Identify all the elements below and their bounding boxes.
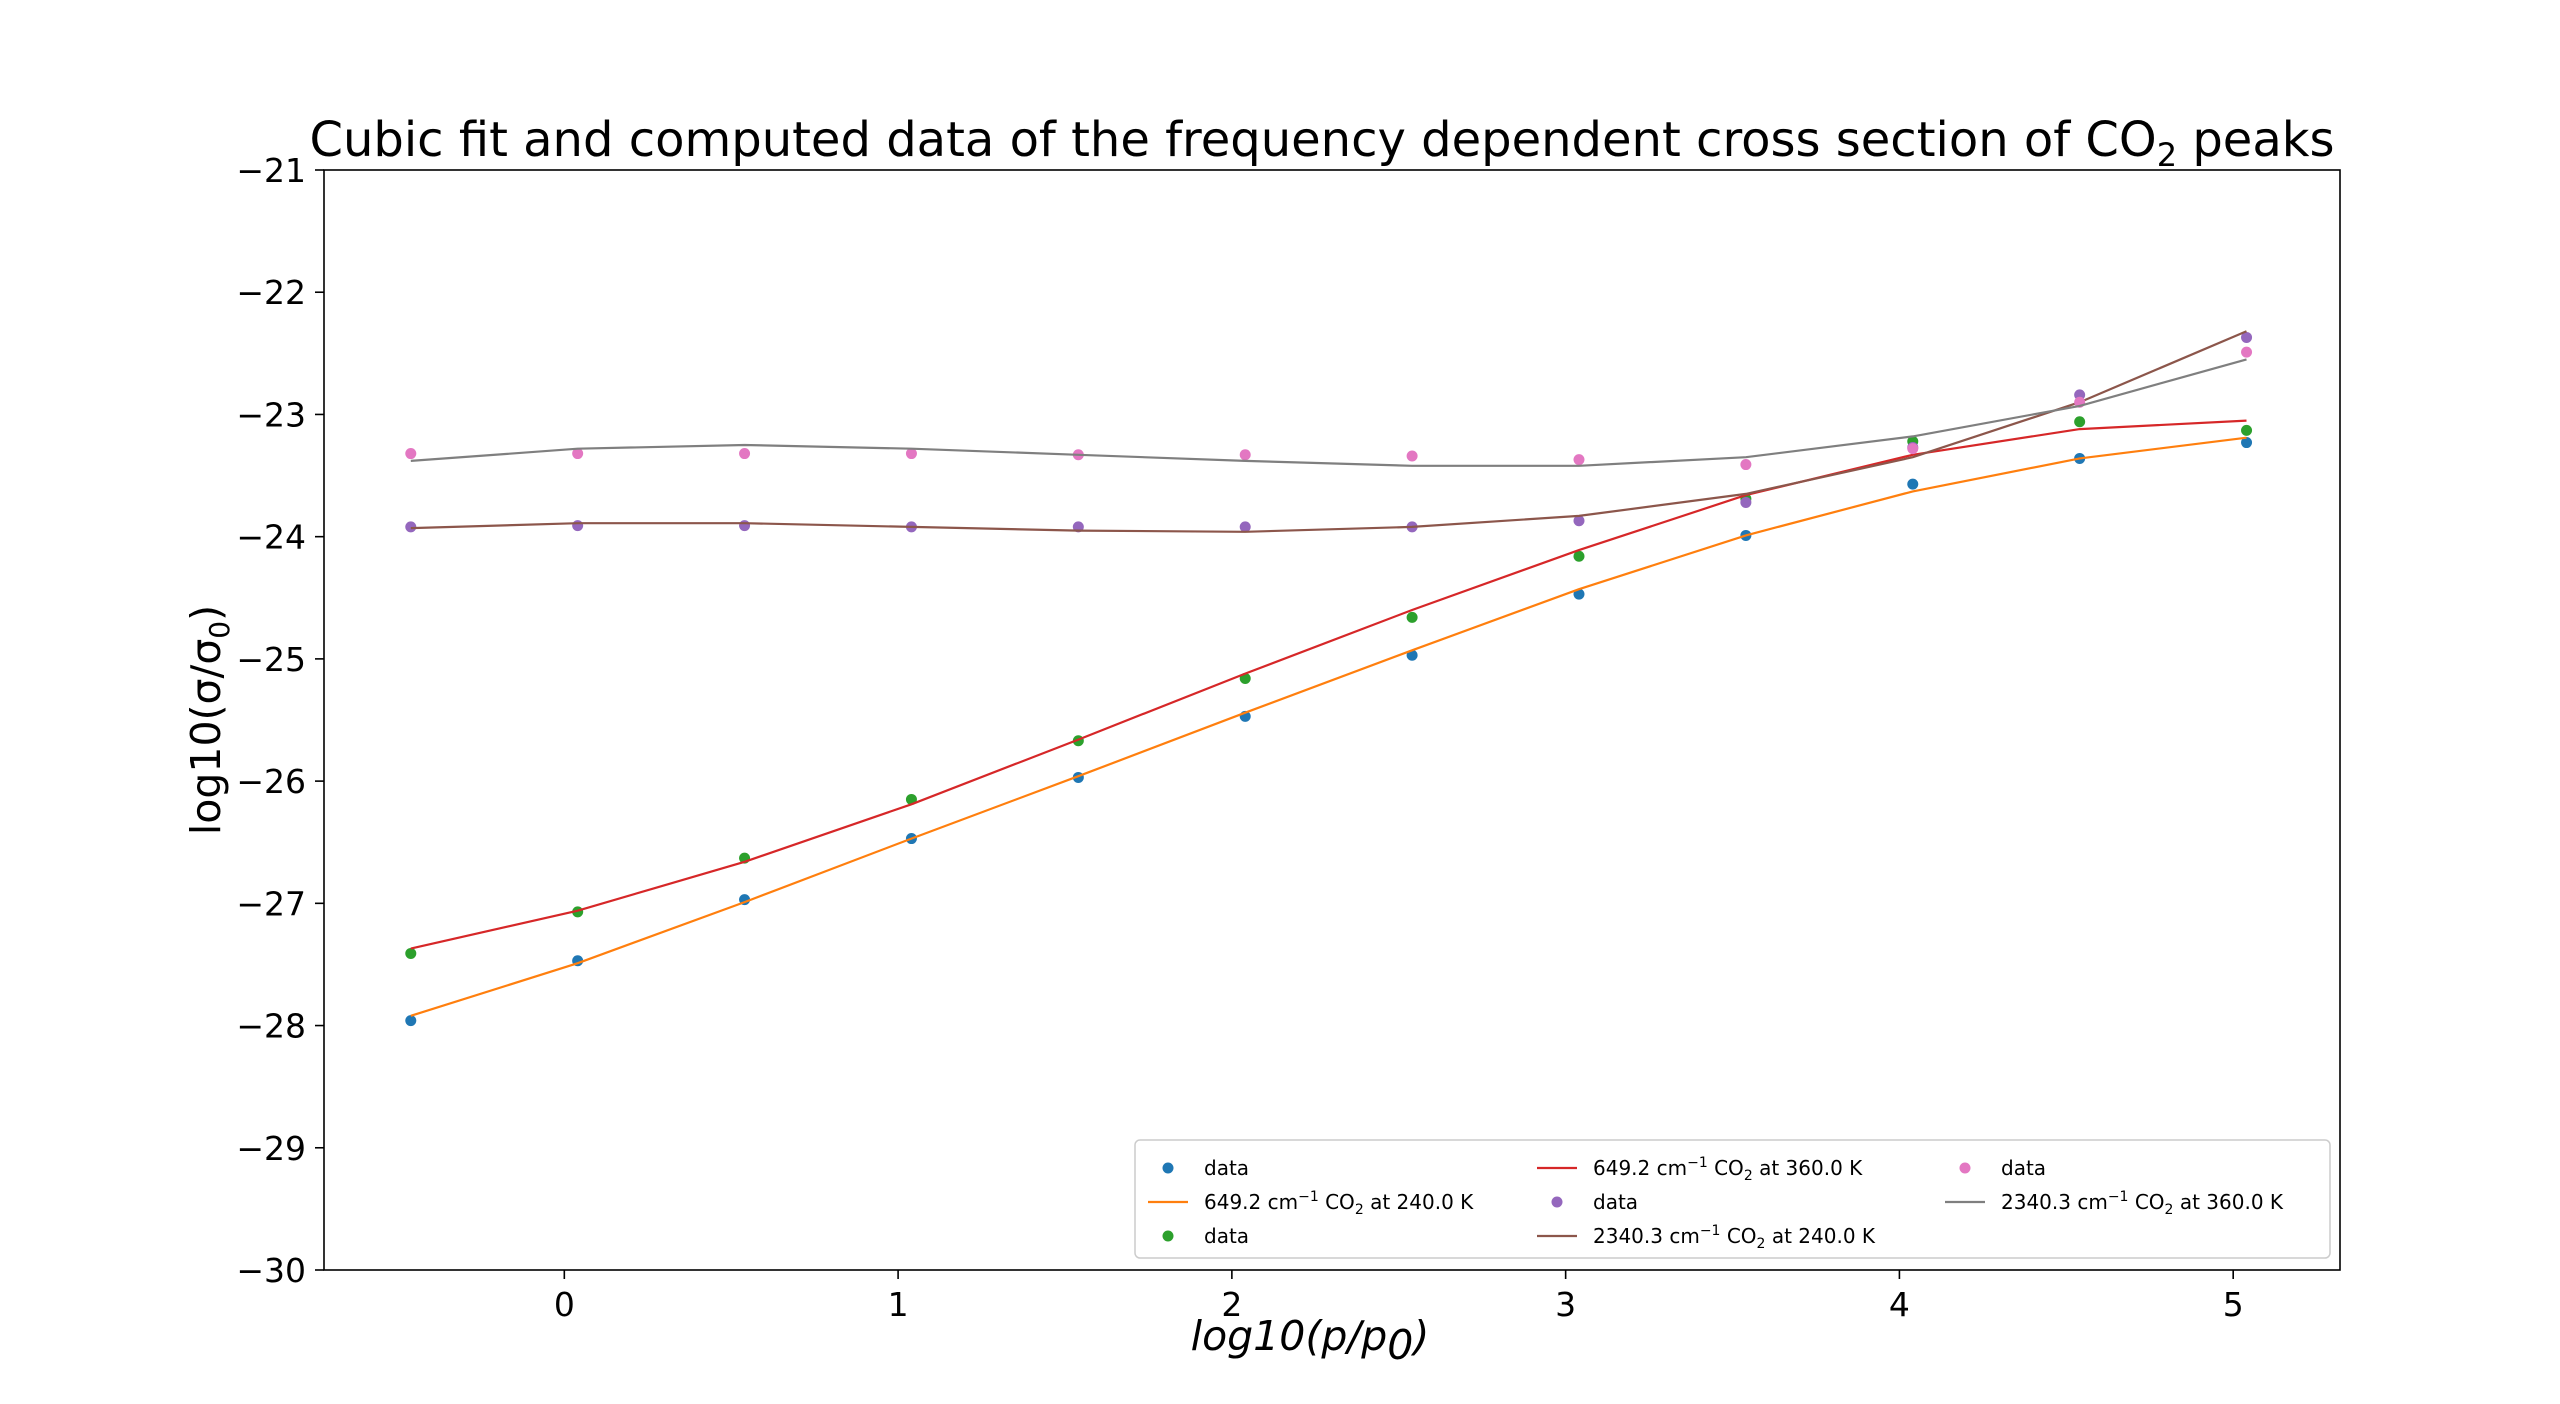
data-point-series-4	[2241, 331, 2253, 343]
y-tick-label: −30	[236, 1251, 306, 1290]
data-point-series-2	[2074, 416, 2086, 428]
legend-frame	[1134, 1139, 2331, 1259]
x-axis-label: log10(p/p0)	[1191, 1312, 1430, 1369]
data-point-series-0	[2241, 437, 2253, 449]
x-tick-label: 0	[554, 1285, 575, 1324]
y-tick-label: −23	[236, 395, 306, 434]
x-tick-label: 3	[1555, 1285, 1576, 1324]
data-point-series-6	[1406, 450, 1418, 462]
data-point-series-0	[405, 1015, 417, 1027]
legend-label: 649.2 cm−1 CO2 at 360.0 K	[1593, 1155, 1863, 1184]
legend-label: 649.2 cm−1 CO2 at 240.0 K	[1204, 1189, 1474, 1218]
data-point-series-2	[405, 947, 417, 959]
data-point-series-6	[1573, 454, 1585, 466]
chart-title: Cubic fit and computed data of the frequ…	[309, 112, 2334, 174]
data-point-series-6	[405, 448, 417, 460]
y-axis-label: log10(σ/σ0)	[182, 605, 236, 835]
x-tick-label: 1	[888, 1285, 909, 1324]
data-point-series-6	[2241, 346, 2253, 358]
y-tick-label: −28	[236, 1007, 306, 1046]
data-point-series-4	[1573, 515, 1585, 527]
legend-label: 2340.3 cm−1 CO2 at 240.0 K	[1593, 1223, 1876, 1252]
data-point-series-4	[572, 520, 584, 532]
data-point-series-2	[1573, 550, 1585, 562]
legend-label: data	[1593, 1190, 1638, 1214]
data-point-series-0	[1907, 478, 1919, 490]
legend: data 649.2 cm−1 CO2 at 240.0 K data 649.2 c…	[1134, 1139, 2331, 1259]
data-point-series-4	[405, 521, 417, 533]
fit-line-series-7	[410, 358, 2247, 467]
plot-area: 0 1 2 3 4 5 −21 −22 −23 −24 −25 −26 −27 −28 −29 −30	[236, 151, 2341, 1324]
legend-label: data	[1204, 1156, 1249, 1180]
x-tick-label: 4	[1889, 1285, 1910, 1324]
data-point-series-6	[1907, 443, 1919, 455]
x-tick-label: 2	[1221, 1285, 1242, 1324]
data-point-series-4	[1740, 496, 1752, 508]
y-tick-label: −26	[236, 762, 306, 801]
y-tick-label: −27	[236, 884, 306, 923]
x-tick-label: 5	[2223, 1285, 2244, 1324]
y-tick-label: −25	[236, 640, 306, 679]
data-point-series-4	[739, 520, 751, 532]
y-tick-label: −22	[236, 273, 306, 312]
fit-line-series-3	[410, 419, 2247, 950]
legend-marker-swatch	[1551, 1196, 1563, 1208]
data-point-series-2	[1406, 611, 1418, 623]
legend-marker-swatch	[1959, 1162, 1971, 1174]
data-point-series-6	[572, 448, 584, 460]
fit-line-series-1	[410, 436, 2247, 1017]
legend-label: 2340.3 cm−1 CO2 at 360.0 K	[2001, 1189, 2284, 1218]
data-point-series-6	[905, 448, 917, 460]
legend-marker-swatch	[1162, 1230, 1174, 1242]
data-point-series-6	[1239, 449, 1251, 461]
data-point-series-6	[1740, 459, 1752, 471]
fit-line-series-5	[410, 330, 2247, 533]
data-point-series-6	[739, 448, 751, 460]
legend-label: data	[1204, 1224, 1249, 1248]
axes-frame	[323, 169, 2341, 1271]
y-tick-label: −21	[236, 151, 306, 190]
y-tick-label: −29	[236, 1129, 306, 1168]
data-point-series-2	[2241, 424, 2253, 436]
y-tick-label: −24	[236, 518, 306, 557]
legend-marker-swatch	[1162, 1162, 1174, 1174]
legend-label: data	[2001, 1156, 2046, 1180]
data-point-series-4	[1239, 521, 1251, 533]
